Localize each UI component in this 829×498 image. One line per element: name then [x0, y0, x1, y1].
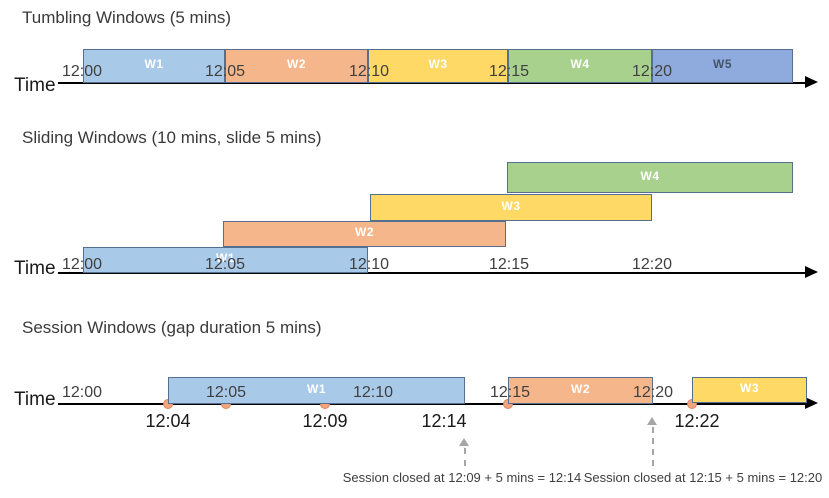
session-callout-text-2: Session closed at 12:15 + 5 mins = 12:20 — [583, 470, 823, 485]
tumbling-section-title: Tumbling Windows (5 mins) — [22, 8, 232, 27]
sliding-window-w4: W4 — [507, 162, 793, 193]
sliding-window-w2: W2 — [223, 221, 506, 247]
session-tick-1220: 12:20 — [632, 384, 674, 401]
tumbling-window-label-w4: W4 — [570, 57, 590, 71]
sliding-window-w1: W1 — [83, 247, 368, 273]
sliding-time-axis-label: Time — [14, 258, 56, 279]
tumbling-window-label-w1: W1 — [144, 57, 164, 71]
session-time-axis-label: Time — [14, 389, 56, 410]
session-event-label-1222: 12:22 — [674, 411, 720, 431]
sliding-section-title: Sliding Windows (10 mins, slide 5 mins) — [22, 128, 322, 147]
session-axis-line — [58, 403, 806, 405]
session-window-w3: W3 — [692, 377, 807, 403]
tumbling-window-w4: W4 — [508, 49, 652, 83]
session-event-label-1209: 12:09 — [302, 411, 348, 431]
tumbling-time-axis-label: Time — [14, 75, 56, 96]
sliding-window-label-w2: W2 — [355, 225, 374, 239]
sliding-window-label-w3: W3 — [501, 198, 521, 213]
sliding-window-label-w4: W4 — [640, 168, 660, 183]
session-section-title: Session Windows (gap duration 5 mins) — [22, 318, 322, 337]
session-callout-arrowhead-icon-2 — [647, 417, 657, 425]
tumbling-window-label-w2: W2 — [287, 57, 306, 71]
sliding-axis-arrowhead-icon — [805, 266, 818, 278]
sliding-axis-line — [58, 272, 806, 274]
session-callout-text-1: Session closed at 12:09 + 5 mins = 12:14 — [342, 470, 582, 485]
tumbling-tick-1210: 12:10 — [348, 63, 390, 80]
session-axis-arrowhead-icon — [805, 397, 818, 409]
session-window-w2: W2 — [508, 377, 653, 404]
sliding-window-label-w1: W1 — [216, 251, 235, 265]
session-callout-arrow-line-1 — [464, 448, 466, 466]
sliding-tick-1215: 12:15 — [488, 256, 530, 273]
sliding-tick-1200: 12:00 — [61, 256, 103, 273]
tumbling-window-w1: W1 — [83, 49, 225, 83]
sliding-tick-1220: 12:20 — [631, 256, 673, 273]
sliding-window-w3: W3 — [370, 194, 652, 221]
tumbling-tick-1205: 12:05 — [204, 63, 246, 80]
session-event-label-1214: 12:14 — [421, 411, 467, 431]
session-tick-1205: 12:05 — [205, 384, 247, 401]
sliding-tick-1205: 12:05 — [204, 256, 246, 273]
sliding-tick-1210: 12:10 — [348, 256, 390, 273]
tumbling-window-w5: W5 — [652, 49, 793, 83]
tumbling-tick-1215: 12:15 — [488, 63, 530, 80]
session-window-label-w2: W2 — [571, 381, 590, 396]
session-callout-arrow-line-2 — [652, 427, 654, 466]
session-event-label-1204: 12:04 — [145, 411, 191, 431]
tumbling-axis-arrowhead-icon — [805, 76, 818, 88]
tumbling-tick-1220: 12:20 — [631, 63, 673, 80]
session-window-w1: W1 — [168, 377, 465, 404]
tumbling-window-w2: W2 — [225, 49, 368, 83]
session-tick-1210: 12:10 — [352, 384, 394, 401]
session-tick-1215: 12:15 — [489, 384, 531, 401]
tumbling-tick-1200: 12:00 — [61, 63, 103, 80]
session-window-label-w3: W3 — [740, 381, 759, 395]
tumbling-window-label-w5: W5 — [713, 57, 732, 71]
session-window-label-w1: W1 — [307, 381, 326, 396]
tumbling-window-label-w3: W3 — [428, 57, 448, 71]
session-callout-arrowhead-icon-1 — [459, 438, 469, 446]
tumbling-window-w3: W3 — [368, 49, 508, 83]
tumbling-axis-line — [58, 82, 806, 84]
session-tick-1200: 12:00 — [61, 384, 103, 401]
